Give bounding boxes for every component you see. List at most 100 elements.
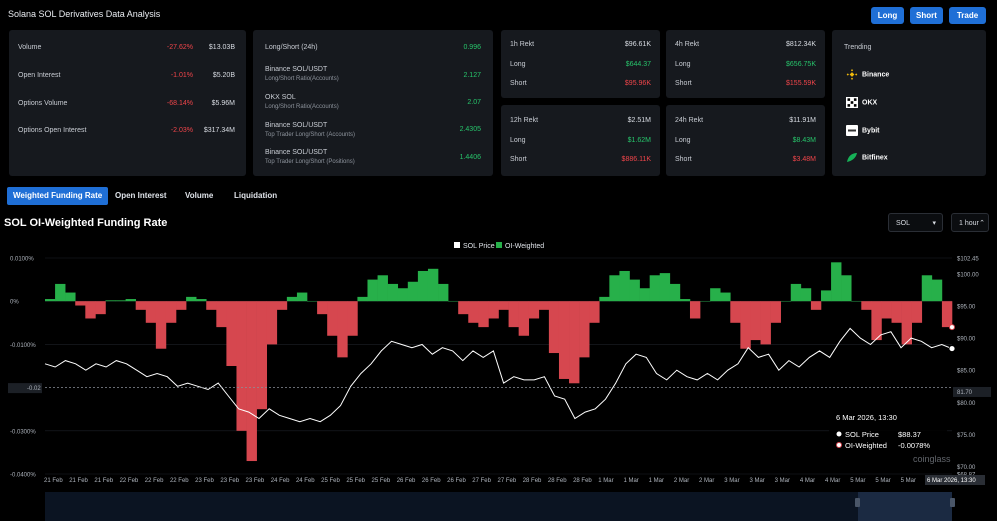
exchange-name: Bybit (862, 127, 880, 135)
funding-bar (417, 270, 429, 302)
funding-bar (639, 288, 650, 302)
funding-bar (659, 273, 671, 302)
tab-weighted-funding-rate[interactable]: Weighted Funding Rate (7, 187, 109, 205)
funding-bar (599, 296, 610, 302)
tab-volume[interactable]: Volume (185, 191, 214, 200)
rekt-period: 24h Rekt (675, 117, 704, 124)
right-axis-tick: $100.00 (957, 272, 979, 278)
oi-weighted-marker (949, 324, 955, 331)
ratio-label: Binance SOL/USDT Long/Short Ratio(Account… (265, 66, 339, 82)
rekt-long: $8.43M (792, 137, 816, 144)
x-axis-tick: 21 Feb (44, 478, 63, 484)
trending-bybit[interactable]: Bybit (846, 125, 880, 136)
funding-bar (135, 301, 147, 310)
funding-bar (569, 301, 580, 384)
x-axis-tick: 1 Mar (598, 478, 613, 484)
range-scroller-window (858, 492, 952, 521)
overview-value: $317.34M (203, 127, 235, 134)
right-axis-tick: $90.00 (957, 337, 976, 343)
funding-bar (427, 268, 439, 302)
rekt-long-label: Long (510, 137, 526, 144)
funding-bar (790, 283, 802, 302)
funding-bar (770, 301, 781, 323)
funding-bar (186, 296, 197, 302)
trade-button[interactable]: Trade (949, 7, 986, 24)
short-button[interactable]: Short (910, 7, 943, 24)
left-axis-tick: -0.0100% (10, 343, 36, 349)
funding-bar (901, 301, 912, 345)
overview-change: -2.03% (170, 127, 193, 134)
funding-bar (155, 301, 167, 349)
ratio-label: Binance SOL/USDT Top Trader Long/Short (P… (265, 149, 355, 165)
x-axis-tick: 21 Feb (69, 478, 88, 484)
funding-bar (841, 275, 852, 302)
funding-bar (246, 301, 257, 462)
trending-okx[interactable]: OKX (846, 97, 877, 108)
funding-bar (286, 296, 298, 302)
rekt-long-label: Long (675, 137, 691, 144)
trending-bitfinex[interactable]: Bitfinex (846, 152, 888, 163)
rekt-card: 24h Rekt $11.91M Long $8.43M Short $3.48… (666, 105, 825, 176)
funding-bar (528, 301, 540, 319)
bitfinex-icon (846, 152, 858, 163)
overview-change: -27.62% (166, 44, 193, 51)
funding-bar (619, 270, 630, 302)
funding-bar (548, 301, 560, 354)
ratios-card: Long/Short (24h) 0.996 Binance SOL/USDT L… (253, 30, 493, 176)
x-axis-tick: 4 Mar (825, 478, 840, 484)
x-axis-tick: 27 Feb (472, 478, 491, 484)
right-axis-tick: $102.45 (957, 257, 979, 263)
rekt-short-label: Short (510, 156, 527, 163)
exchange-name: Binance (862, 71, 890, 79)
tooltip-value: -0.0078% (898, 441, 930, 450)
long-button[interactable]: Long (871, 7, 904, 24)
funding-bar (347, 301, 358, 336)
funding-bar (921, 275, 933, 302)
trending-binance[interactable]: Binance (846, 69, 889, 80)
funding-bar (458, 301, 469, 315)
overview-label: Volume (18, 44, 42, 51)
funding-bar (216, 301, 227, 328)
exchange-name: Bitfinex (862, 154, 888, 162)
tooltip-value: $88.37 (898, 430, 921, 439)
funding-bar (236, 301, 247, 431)
chart-title: SOL OI-Weighted Funding Rate (4, 217, 168, 229)
funding-bar (125, 299, 136, 302)
interval-select[interactable]: 1 hour ⌃ (951, 213, 989, 232)
left-axis-tick: 0% (10, 300, 19, 306)
funding-bar (115, 300, 126, 302)
tab-open-interest[interactable]: Open Interest (115, 191, 167, 200)
x-axis-tick: 26 Feb (422, 478, 441, 484)
left-axis-tick: -0.02 (27, 386, 41, 392)
funding-bar (710, 288, 721, 302)
rekt-total: $96.61K (624, 41, 651, 48)
rekt-total: $812.34K (786, 41, 816, 48)
funding-bar (579, 301, 590, 358)
funding-bar (256, 301, 268, 410)
x-axis-tick: 25 Feb (321, 478, 340, 484)
left-axis-tick: 0.0100% (10, 257, 34, 263)
range-handle-right (950, 498, 955, 507)
funding-rate-chart[interactable]: SOL Price OI-Weighted 0.0100% 0% -0.0100% -… (0, 236, 997, 521)
x-axis-tick: 3 Mar (724, 478, 739, 484)
funding-bar (720, 292, 731, 302)
symbol-select[interactable]: SOL ▾ (888, 213, 943, 232)
range-handle-left (855, 498, 860, 507)
right-axis-tick: $80.00 (957, 401, 976, 407)
funding-bar (538, 301, 550, 310)
x-axis-tick: 26 Feb (447, 478, 466, 484)
funding-bar (75, 301, 86, 306)
tab-liquidation[interactable]: Liquidation (234, 191, 278, 200)
legend-swatch-sol-price (454, 242, 460, 248)
top-bar: Solana SOL Derivatives Data Analysis Lon… (0, 0, 997, 28)
rekt-card: 12h Rekt $2.51M Long $1.62M Short $886.1… (501, 105, 660, 176)
ratio-value: 2.4305 (459, 126, 481, 133)
funding-bar (679, 299, 691, 302)
funding-bar (800, 288, 812, 302)
x-axis-tick: 21 Feb (94, 478, 113, 484)
funding-bar (387, 283, 399, 302)
funding-bar (337, 301, 348, 358)
overview-value: $13.03B (208, 44, 235, 51)
right-axis-tick: 81.70 (957, 390, 973, 396)
funding-bar (488, 301, 499, 319)
